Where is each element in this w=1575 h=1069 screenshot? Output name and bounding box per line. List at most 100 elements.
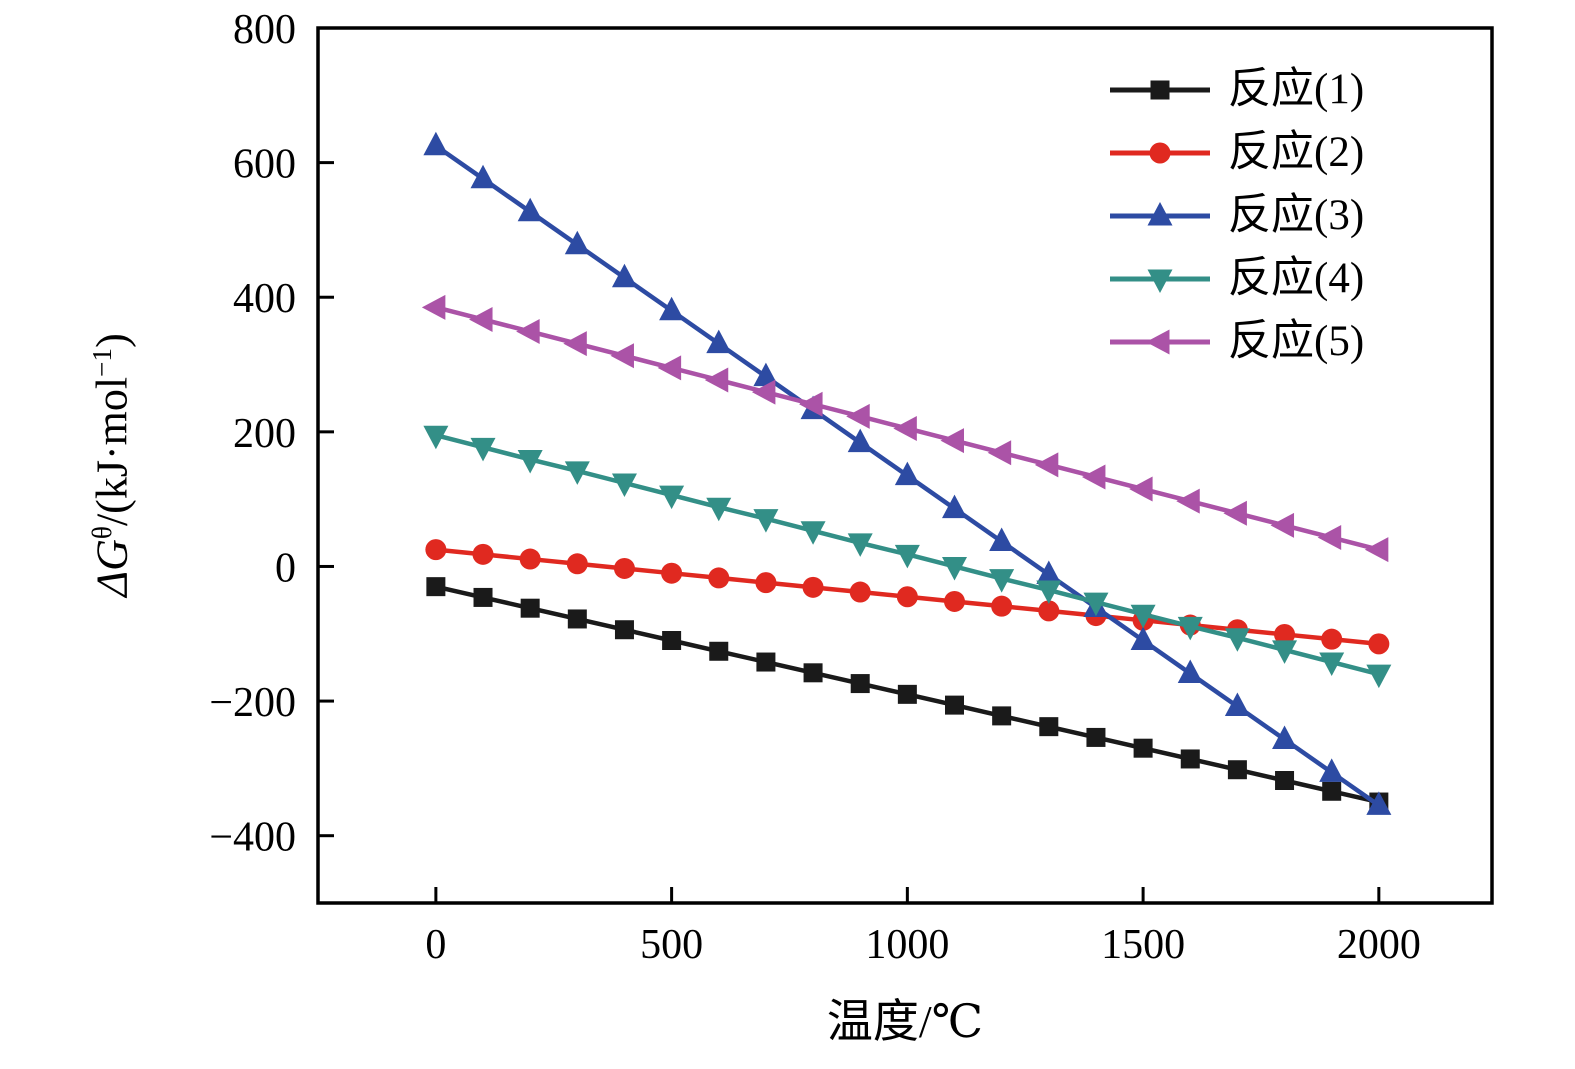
- series-marker-5: [1223, 500, 1247, 526]
- legend-label-2: 反应(2): [1228, 129, 1365, 176]
- legend-item-1: 反应(1): [1108, 58, 1364, 121]
- series-marker-3: [1224, 692, 1250, 716]
- series-marker-2: [896, 586, 918, 608]
- series-marker-1: [1322, 781, 1342, 801]
- series-marker-1: [614, 620, 634, 640]
- legend-label-5: 反应(5): [1228, 318, 1365, 365]
- series-marker-3: [894, 461, 920, 486]
- series-marker-2: [425, 539, 447, 561]
- series-marker-1: [520, 598, 540, 618]
- series-marker-5: [893, 415, 917, 441]
- series-marker-2: [613, 557, 635, 579]
- series-marker-1: [709, 641, 729, 661]
- series-marker-3: [989, 527, 1015, 552]
- y-label-exp-sup: −1: [86, 347, 117, 377]
- series-marker-2: [944, 590, 966, 612]
- x-tick-label: 500: [640, 922, 703, 968]
- legend-sample-4: [1110, 269, 1210, 293]
- legend-item-5: 反应(5): [1108, 310, 1364, 373]
- series-marker-5: [421, 294, 446, 320]
- series-marker-1: [662, 631, 682, 650]
- series-marker-2: [566, 553, 588, 575]
- series-marker-2: [1368, 633, 1390, 655]
- series-marker-4: [1224, 628, 1250, 652]
- series-marker-1: [945, 695, 965, 715]
- series-marker-1: [1180, 749, 1200, 769]
- series-marker-2: [1274, 623, 1296, 645]
- y-label-g: G: [87, 539, 137, 571]
- series-marker-5: [940, 428, 965, 454]
- series-marker-5: [1034, 452, 1059, 478]
- legend-sample-1: [1110, 80, 1210, 99]
- series-marker-4: [1319, 652, 1345, 677]
- series-marker-4: [423, 425, 449, 450]
- series-marker-2: [755, 572, 777, 594]
- series-marker-3: [611, 263, 637, 288]
- series-marker-2: [661, 562, 683, 584]
- series-marker-3: [1130, 626, 1156, 650]
- series-marker-4: [1272, 640, 1298, 664]
- series-marker-4: [942, 556, 968, 581]
- series-marker-4: [1083, 592, 1109, 617]
- series-marker-5: [751, 379, 776, 405]
- x-tick-label: 1000: [865, 922, 949, 968]
- y-label-delta: Δ: [87, 570, 137, 597]
- y-tick-label: 200: [233, 411, 296, 457]
- series-marker-3: [1366, 791, 1392, 815]
- series-marker-5: [1176, 488, 1200, 514]
- series-marker-5: [516, 319, 540, 345]
- series-marker-5: [469, 306, 493, 332]
- y-label-theta-sup: θ: [86, 526, 117, 540]
- y-axis-label: ΔGθ/(kJ·mol−1): [87, 333, 138, 596]
- legend-label-4: 反应(4): [1228, 255, 1365, 302]
- series-marker-4: [894, 544, 920, 569]
- plot-border: [316, 26, 1494, 905]
- legend-marker-triangle-up-icon: [1147, 201, 1173, 225]
- series-marker-4: [989, 569, 1015, 593]
- series-marker-3: [1319, 758, 1345, 782]
- series-marker-5: [799, 391, 823, 417]
- x-axis-label: 温度/℃: [827, 985, 983, 1051]
- legend-marker-circle-icon: [1149, 142, 1171, 163]
- y-label-units: /(kJ·mol: [87, 376, 137, 527]
- y-label-close: ): [87, 333, 137, 348]
- series-marker-4: [1177, 616, 1203, 641]
- series-marker-5: [987, 440, 1012, 466]
- series-marker-2: [1038, 600, 1060, 622]
- series-1: [426, 577, 1389, 812]
- series-marker-2: [991, 595, 1013, 617]
- series-marker-5: [1317, 525, 1342, 551]
- series-marker-5: [846, 403, 870, 429]
- series-marker-3: [753, 362, 779, 387]
- series-marker-5: [1270, 512, 1295, 538]
- series-marker-1: [567, 609, 587, 629]
- series-marker-1: [426, 577, 446, 597]
- series-marker-4: [611, 473, 637, 497]
- series-marker-5: [610, 343, 634, 369]
- legend-item-4: 反应(4): [1108, 247, 1364, 310]
- y-tick-label: −400: [209, 815, 296, 861]
- series-marker-2: [472, 543, 494, 565]
- series-marker-1: [1275, 771, 1295, 790]
- series-marker-3: [942, 494, 968, 519]
- series-marker-1: [803, 663, 823, 683]
- legend-sample-2: [1110, 142, 1210, 163]
- series-marker-2: [802, 576, 824, 598]
- series-marker-3: [564, 230, 590, 255]
- legend-sample-3: [1110, 201, 1210, 225]
- legend-marker-triangle-left-icon: [1146, 329, 1170, 354]
- series-marker-4: [564, 461, 590, 485]
- series-marker-1: [756, 652, 776, 672]
- series-marker-2: [849, 581, 871, 603]
- series-marker-1: [473, 587, 493, 607]
- x-tick-label: 2000: [1337, 922, 1421, 968]
- series-marker-3: [847, 428, 873, 453]
- series-marker-1: [1133, 738, 1153, 758]
- series-marker-4: [470, 437, 496, 462]
- series-marker-2: [519, 548, 541, 570]
- y-tick-label: 800: [233, 7, 296, 53]
- legend-item-3: 反应(3): [1108, 184, 1364, 247]
- series-5: [421, 294, 1389, 563]
